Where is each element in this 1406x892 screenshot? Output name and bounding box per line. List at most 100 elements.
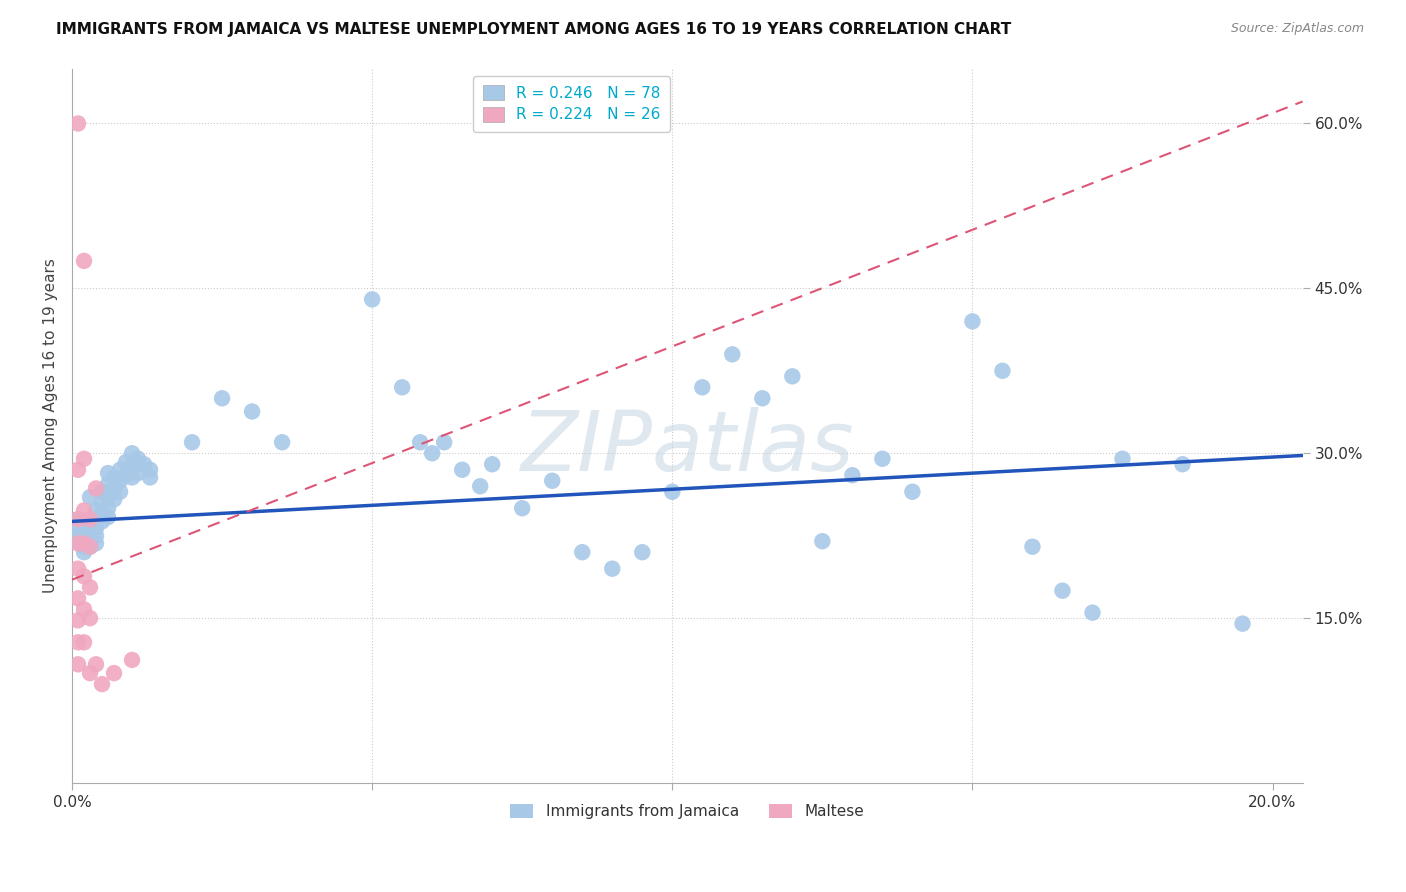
Point xyxy=(121,653,143,667)
Point xyxy=(97,501,120,516)
Point xyxy=(66,529,89,543)
Point xyxy=(66,591,89,606)
Point xyxy=(66,613,89,627)
Point xyxy=(73,503,96,517)
Point xyxy=(600,562,623,576)
Point xyxy=(73,569,96,583)
Point xyxy=(73,515,96,529)
Point xyxy=(103,492,125,507)
Point xyxy=(73,602,96,616)
Point xyxy=(91,507,114,521)
Point xyxy=(127,451,149,466)
Point xyxy=(991,364,1014,378)
Point xyxy=(91,677,114,691)
Point xyxy=(84,529,107,543)
Point xyxy=(84,482,107,496)
Point xyxy=(451,463,474,477)
Point xyxy=(962,314,984,328)
Point xyxy=(97,490,120,504)
Point xyxy=(139,470,162,484)
Point xyxy=(91,515,114,529)
Point xyxy=(481,457,503,471)
Point xyxy=(79,540,101,554)
Point xyxy=(73,525,96,540)
Point xyxy=(84,536,107,550)
Point xyxy=(541,474,564,488)
Point xyxy=(470,479,492,493)
Point xyxy=(66,512,89,526)
Point xyxy=(66,521,89,535)
Point xyxy=(361,293,384,307)
Point xyxy=(631,545,654,559)
Point xyxy=(661,484,683,499)
Point xyxy=(79,534,101,549)
Point xyxy=(91,496,114,510)
Point xyxy=(391,380,413,394)
Point xyxy=(79,512,101,526)
Point xyxy=(115,468,138,483)
Point xyxy=(66,562,89,576)
Point xyxy=(84,521,107,535)
Text: Source: ZipAtlas.com: Source: ZipAtlas.com xyxy=(1230,22,1364,36)
Point xyxy=(115,455,138,469)
Point xyxy=(73,536,96,550)
Point xyxy=(66,536,89,550)
Point xyxy=(79,580,101,594)
Point xyxy=(420,446,443,460)
Point xyxy=(901,484,924,499)
Point xyxy=(108,463,131,477)
Point xyxy=(127,466,149,480)
Point xyxy=(271,435,294,450)
Point xyxy=(97,466,120,480)
Point xyxy=(103,482,125,496)
Point xyxy=(409,435,432,450)
Legend: Immigrants from Jamaica, Maltese: Immigrants from Jamaica, Maltese xyxy=(505,797,870,825)
Point xyxy=(79,540,101,554)
Point xyxy=(66,534,89,549)
Point xyxy=(73,534,96,549)
Point xyxy=(79,666,101,681)
Point xyxy=(1232,616,1254,631)
Text: IMMIGRANTS FROM JAMAICA VS MALTESE UNEMPLOYMENT AMONG AGES 16 TO 19 YEARS CORREL: IMMIGRANTS FROM JAMAICA VS MALTESE UNEMP… xyxy=(56,22,1011,37)
Point xyxy=(103,666,125,681)
Point xyxy=(841,468,863,483)
Point xyxy=(84,657,107,672)
Point xyxy=(66,463,89,477)
Point xyxy=(811,534,834,549)
Point xyxy=(73,540,96,554)
Point xyxy=(108,474,131,488)
Point xyxy=(571,545,593,559)
Point xyxy=(139,463,162,477)
Point xyxy=(73,635,96,649)
Point xyxy=(66,657,89,672)
Point xyxy=(240,404,263,418)
Point xyxy=(73,253,96,268)
Y-axis label: Unemployment Among Ages 16 to 19 years: Unemployment Among Ages 16 to 19 years xyxy=(44,259,58,593)
Point xyxy=(79,490,101,504)
Point xyxy=(73,451,96,466)
Point xyxy=(79,517,101,532)
Point xyxy=(1021,540,1043,554)
Point xyxy=(1111,451,1133,466)
Point xyxy=(103,470,125,484)
Point xyxy=(1052,583,1074,598)
Point xyxy=(872,451,894,466)
Point xyxy=(66,635,89,649)
Point xyxy=(66,116,89,130)
Point xyxy=(1171,457,1194,471)
Point xyxy=(181,435,204,450)
Point xyxy=(132,457,155,471)
Point xyxy=(721,347,744,361)
Point xyxy=(433,435,456,450)
Point xyxy=(782,369,804,384)
Point xyxy=(510,501,533,516)
Point xyxy=(84,512,107,526)
Point xyxy=(84,503,107,517)
Point xyxy=(79,525,101,540)
Point xyxy=(97,510,120,524)
Point xyxy=(79,611,101,625)
Text: ZIPatlas: ZIPatlas xyxy=(520,407,853,488)
Point xyxy=(692,380,714,394)
Point xyxy=(66,512,89,526)
Point xyxy=(91,484,114,499)
